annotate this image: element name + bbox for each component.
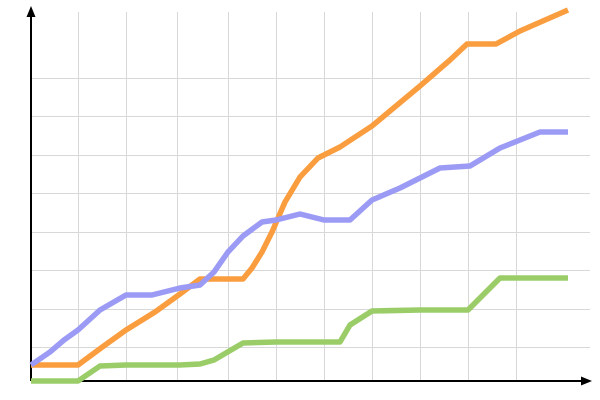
line-series-green — [31, 275, 568, 384]
horizontal-gridlines — [31, 78, 590, 348]
line-series-orange — [31, 7, 570, 368]
x-axis-arrow-icon — [581, 376, 592, 386]
line-series-purple — [29, 129, 568, 368]
y-axis-arrow-icon — [26, 6, 36, 17]
chart-axes — [26, 6, 592, 386]
vertical-gridlines — [78, 12, 517, 381]
series-layer — [29, 7, 570, 384]
